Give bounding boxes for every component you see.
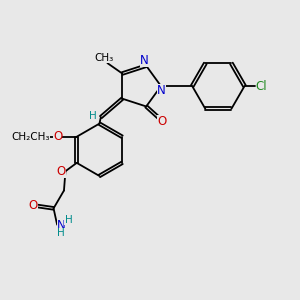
Text: H: H: [57, 228, 65, 238]
Text: CH₃: CH₃: [95, 53, 114, 63]
Text: O: O: [57, 165, 66, 178]
Text: H: H: [89, 111, 96, 121]
Text: N: N: [157, 84, 166, 97]
Text: N: N: [140, 54, 149, 67]
Text: O: O: [28, 200, 38, 212]
Text: O: O: [157, 115, 166, 128]
Text: Cl: Cl: [256, 80, 267, 93]
Text: O: O: [53, 130, 62, 142]
Text: H: H: [64, 215, 72, 225]
Text: CH₂CH₃: CH₂CH₃: [11, 132, 50, 142]
Text: N: N: [57, 219, 66, 232]
